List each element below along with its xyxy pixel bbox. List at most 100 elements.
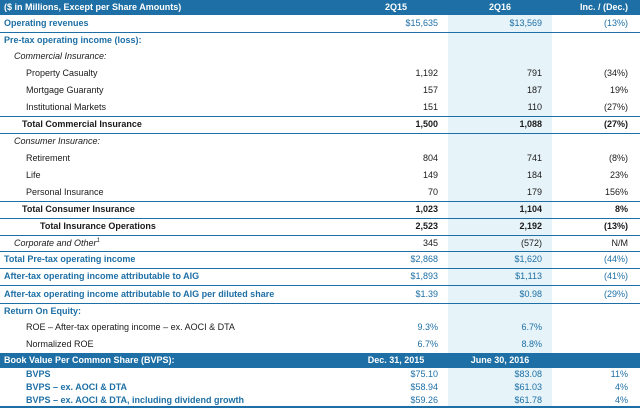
table-row: BVPS $75.10 $83.08 11% <box>0 368 640 381</box>
bvps-header-row: Book Value Per Common Share (BVPS): Dec.… <box>0 353 640 368</box>
table-row: Life 149 184 23% <box>0 167 640 184</box>
value-change <box>552 336 640 353</box>
value-2q15: 1,500 <box>344 116 448 134</box>
value-change: (44%) <box>552 251 640 269</box>
value-2q15: 149 <box>422 170 438 180</box>
value-2015: $59.26 <box>344 394 448 408</box>
value-2016: $61.03 <box>448 381 552 394</box>
value-2q16: 8.8% <box>448 336 552 353</box>
subsection-heading: Consumer Insurance: <box>14 136 101 147</box>
row-label: Normalized ROE <box>26 339 94 349</box>
value-2q15: 151 <box>344 99 448 117</box>
value-2q16: 741 <box>448 150 552 167</box>
consumer-heading-row: Consumer Insurance: <box>0 133 640 150</box>
value-change: (8%) <box>608 153 628 163</box>
value-2q15: 1,192 <box>415 68 438 78</box>
value-2015: $75.10 <box>410 369 438 379</box>
subsection-heading: Commercial Insurance: <box>14 51 107 61</box>
value-2q16: $13,569 <box>448 15 552 33</box>
bvps-header-col-b: June 30, 2016 <box>448 353 552 368</box>
corporate-other-label: Corporate and Other <box>14 238 97 248</box>
value-2q15: 804 <box>422 153 438 163</box>
row-label: Total Consumer Insurance <box>0 201 344 219</box>
table-row: ROE – After-tax operating income – ex. A… <box>0 319 640 336</box>
row-label: BVPS – ex. AOCI & DTA <box>26 382 128 392</box>
commercial-heading-row: Commercial Insurance: <box>0 48 640 65</box>
value-2q16: 2,192 <box>448 218 552 236</box>
row-label: Personal Insurance <box>0 184 344 202</box>
aftertax-row: After-tax operating income attributable … <box>0 268 640 286</box>
row-label: Life <box>26 170 41 180</box>
section-heading: Pre-tax operating income (loss): <box>4 34 142 45</box>
value-change: 156% <box>552 184 640 202</box>
row-label: After-tax operating income attributable … <box>0 268 344 286</box>
row-label: Property Casualty <box>26 68 98 78</box>
total-consumer-row: Total Consumer Insurance 1,023 1,104 8% <box>0 201 640 219</box>
value-2q15: $2,868 <box>344 251 448 269</box>
value-2q16: 791 <box>448 65 552 82</box>
row-label: Corporate and Other1 <box>0 235 344 252</box>
value-2q16: 1,088 <box>448 116 552 134</box>
pretax-heading-row: Pre-tax operating income (loss): <box>0 32 640 48</box>
value-change: N/M <box>552 235 640 252</box>
table-row: Normalized ROE 6.7% 8.8% <box>0 336 640 353</box>
row-label: Retirement <box>26 153 71 163</box>
table-row: Retirement 804 741 (8%) <box>0 150 640 167</box>
value-2016: $61.78 <box>448 394 552 408</box>
value-2q16: 110 <box>448 99 552 117</box>
value-2q16: $1,113 <box>448 268 552 286</box>
value-change: (29%) <box>552 285 640 304</box>
value-change: 19% <box>609 85 628 95</box>
table-row: BVPS – ex. AOCI & DTA, including dividen… <box>0 394 640 408</box>
value-2q16: 179 <box>448 184 552 202</box>
row-label: Institutional Markets <box>0 99 344 117</box>
row-label: Total Insurance Operations <box>0 218 344 236</box>
operating-revenues-row: Operating revenues $15,635 $13,569 (13%) <box>0 15 640 33</box>
value-2q16: $0.98 <box>448 285 552 304</box>
header-col-b: 2Q16 <box>448 0 552 15</box>
value-change: (27%) <box>552 99 640 117</box>
total-commercial-row: Total Commercial Insurance 1,500 1,088 (… <box>0 116 640 134</box>
value-2q15: 6.7% <box>417 339 438 349</box>
value-2q15: 1,023 <box>344 201 448 219</box>
header-label: ($ in Millions, Except per Share Amounts… <box>0 0 344 15</box>
value-2q16: (572) <box>448 235 552 252</box>
value-change <box>552 319 640 336</box>
table-row: Personal Insurance 70 179 156% <box>0 184 640 202</box>
value-2q15: $1.39 <box>344 285 448 304</box>
aftertax-per-share-row: After-tax operating income attributable … <box>0 285 640 304</box>
corporate-other-row: Corporate and Other1 345 (572) N/M <box>0 235 640 252</box>
table-row: Institutional Markets 151 110 (27%) <box>0 99 640 117</box>
value-change: 4% <box>552 394 640 408</box>
row-label: After-tax operating income attributable … <box>0 285 344 304</box>
value-2q15: 157 <box>422 85 438 95</box>
value-2q16: 1,104 <box>448 201 552 219</box>
value-2015: $58.94 <box>410 382 438 392</box>
total-pretax-row: Total Pre-tax operating income $2,868 $1… <box>0 251 640 269</box>
footnote-marker: 1 <box>96 238 100 244</box>
row-label: Total Pre-tax operating income <box>0 251 344 269</box>
value-2q16: 6.7% <box>448 319 552 336</box>
table-row: Property Casualty 1,192 791 (34%) <box>0 65 640 82</box>
row-label: Total Commercial Insurance <box>0 116 344 134</box>
table-row: Mortgage Guaranty 157 187 19% <box>0 82 640 99</box>
row-label: BVPS <box>26 369 51 379</box>
value-2q15: $15,635 <box>344 15 448 33</box>
value-change: (13%) <box>552 218 640 236</box>
header-col-a: 2Q15 <box>344 0 448 15</box>
value-change: (27%) <box>552 116 640 134</box>
value-2q15: 9.3% <box>417 322 438 332</box>
bvps-header-col-a: Dec. 31, 2015 <box>344 353 448 368</box>
value-2q15: 2,523 <box>344 218 448 236</box>
row-label: Operating revenues <box>0 15 344 33</box>
row-label: BVPS – ex. AOCI & DTA, including dividen… <box>0 394 344 408</box>
table-row: BVPS – ex. AOCI & DTA $58.94 $61.03 4% <box>0 381 640 394</box>
table-header-row: ($ in Millions, Except per Share Amounts… <box>0 0 640 15</box>
value-2q16: $1,620 <box>448 251 552 269</box>
total-insurance-operations-row: Total Insurance Operations 2,523 2,192 (… <box>0 218 640 236</box>
value-2q15: $1,893 <box>344 268 448 286</box>
value-change: 23% <box>609 170 628 180</box>
value-2q15: 70 <box>344 184 448 202</box>
